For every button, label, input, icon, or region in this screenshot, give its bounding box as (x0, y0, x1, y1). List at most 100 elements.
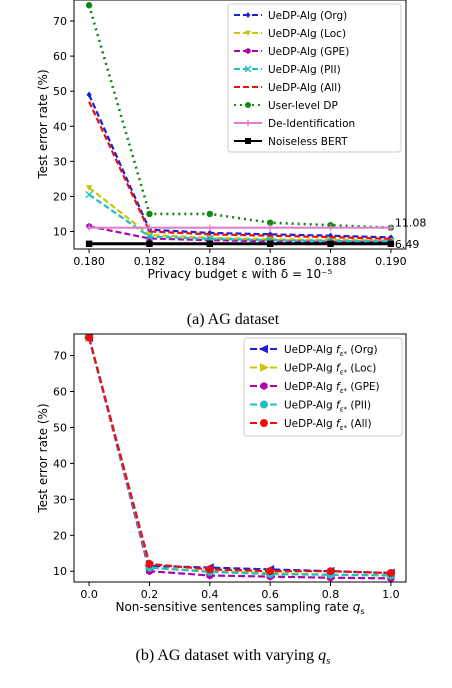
chart-a-xlabel: Privacy budget ε with δ = 10⁻⁵ (148, 267, 333, 281)
chart-b-data-point (85, 333, 94, 342)
chart-a-frame (73, 0, 407, 250)
chart-b-legend-label: UeDP-Alg fε* (GPE) (284, 381, 380, 395)
chart-a-legend-item: Noiseless BERT (234, 136, 348, 148)
chart-a-legend-item: De-Identification (234, 118, 355, 130)
chart-a-ytick-label: 40 (53, 120, 67, 133)
chart-a-data-point (327, 224, 334, 231)
chart-b-legend-marker (260, 400, 268, 409)
chart-a-legend-item: UeDP-Alg (PII) (234, 64, 341, 76)
chart-b-legend-item: UeDP-Alg fε* (GPE) (250, 381, 380, 395)
chart-a-data-point (146, 224, 153, 231)
chart-a-annotation: 6.49 (395, 238, 420, 251)
chart-b-legend-marker (260, 419, 268, 427)
chart-a-data-point (85, 2, 93, 9)
chart-b-xlabel-var: q (353, 600, 361, 614)
chart-b-ytick-label: 70 (53, 350, 67, 363)
chart-a-legend-marker (245, 102, 251, 108)
chart-b-legend-label: UeDP-Alg fε* (All) (284, 418, 372, 432)
chart-a-series-line (87, 4, 391, 229)
chart-b-legend-label: UeDP-Alg fε* (PII) (284, 400, 371, 414)
chart-a-caption: (a) AG dataset (187, 311, 280, 328)
chart-a-ytick-label: 60 (53, 50, 67, 63)
chart-b-data-point (326, 567, 335, 576)
chart-b-ytick-label: 20 (53, 529, 67, 542)
chart-a-data-point (206, 240, 214, 247)
chart-a-legend-item: UeDP-Alg (Org) (234, 10, 347, 22)
chart-a-legend-item: UeDP-Alg (Loc) (234, 28, 346, 40)
chart-a-xtick-label: 0.188 (315, 255, 347, 268)
chart-a-data-point (266, 224, 274, 231)
chart-a-xtick-label: 0.190 (375, 255, 407, 268)
chart-b-ytick-label: 60 (53, 386, 67, 399)
chart-b-legend-label: UeDP-Alg fε* (Loc) (284, 363, 376, 377)
chart-a-legend-marker (245, 30, 251, 36)
chart-a-data-point (206, 210, 214, 218)
chart-a-annotation: 11.08 (395, 217, 427, 230)
chart-a-ytick-label: 70 (53, 15, 67, 28)
chart-a-legend-marker (245, 120, 251, 126)
chart-a-legend-item: UeDP-Alg (All) (234, 82, 341, 94)
chart-b-ytick-label: 50 (53, 421, 67, 434)
chart-b-legend-marker (260, 363, 270, 372)
chart-a-data-point (266, 240, 274, 247)
chart-b-legend-label: UeDP-Alg fε* (Org) (284, 344, 378, 358)
chart-b-xtick-label: 0.2 (141, 588, 159, 601)
chart-a-legend-item: User-level DP (234, 100, 338, 112)
chart-b-caption-main: (b) AG dataset with varying (136, 647, 319, 664)
chart-b-legend-marker (258, 344, 268, 354)
chart-a-legend-label: Noiseless BERT (268, 136, 348, 148)
chart-b-legend-item: UeDP-Alg fε* (Org) (250, 344, 378, 358)
chart-b-series-line (88, 337, 391, 575)
chart-a-xtick-label: 0.186 (254, 255, 286, 268)
chart-a-data-point (387, 224, 395, 231)
chart-a-data-point (86, 91, 92, 98)
chart-b-data-point (386, 569, 395, 578)
chart-b-data-point (205, 565, 214, 574)
chart-b-data-point (145, 560, 154, 569)
chart-a-legend-box (227, 3, 402, 153)
chart-a-xtick-label: 0.180 (73, 255, 105, 268)
chart-a-legend-label: UeDP-Alg (Loc) (268, 28, 346, 40)
chart-a-data-point (327, 240, 334, 247)
chart-b-xtick-label: 0.4 (201, 588, 219, 601)
chart-a-data-point (327, 232, 334, 239)
chart-a-xtick-label: 0.182 (134, 255, 166, 268)
chart-a-legend-marker (244, 65, 252, 73)
chart-b-legend-item: UeDP-Alg fε* (PII) (250, 400, 371, 414)
chart-a-series-line (88, 101, 391, 240)
chart-a-legend-marker (245, 138, 251, 144)
chart-b-legend-marker (260, 382, 268, 390)
chart-b-ytick-label: 30 (53, 493, 67, 506)
chart-a-series-line (88, 94, 391, 239)
chart-b-xtick-label: 0.8 (322, 588, 340, 601)
chart-b-ytick-label: 10 (53, 565, 67, 578)
chart-b-ylabel: Test error rate (%) (36, 403, 50, 513)
chart-b-series-4 (85, 333, 395, 578)
chart-a-xtick-label: 0.184 (194, 255, 226, 268)
chart-b-caption-sub: s (326, 655, 330, 667)
chart-b-ytick-label: 40 (53, 457, 67, 470)
chart-b-xtick-label: 0.6 (261, 588, 279, 601)
chart-b-xtick-label: 0.0 (80, 588, 98, 601)
chart-a: 0.180 0.182 0.184 0.186 0.188 0.190 10 20 30 40 50… (36, 0, 426, 328)
chart-a-data-point (206, 224, 214, 231)
chart-a-legend-marker (245, 48, 251, 54)
chart-a-legend-marker (245, 12, 251, 18)
chart-a-series-6 (85, 224, 395, 231)
chart-a-data-point (146, 232, 153, 239)
chart-a-data-point (146, 240, 153, 247)
chart-b: 0.0 0.2 0.4 0.6 0.8 1.0 10 20 30 40 50 60 70 UeDP-Al… (36, 333, 407, 667)
chart-a-data-point (85, 240, 93, 247)
chart-a-legend-label: De-Identification (268, 118, 355, 130)
chart-b-xlabel-main: Non-sensitive sentences sampling rate (115, 600, 352, 614)
chart-b-caption-var: q (318, 647, 326, 664)
chart-a-data-point (388, 234, 394, 241)
chart-a-data-point (146, 210, 153, 218)
chart-b-data-point (266, 567, 275, 576)
chart-a-legend-label: UeDP-Alg (GPE) (268, 46, 349, 58)
chart-a-series-7 (85, 240, 395, 247)
chart-a-series-line (88, 193, 391, 243)
chart-a-legend-label: UeDP-Alg (All) (268, 82, 341, 94)
chart-b-legend-box (243, 337, 403, 437)
